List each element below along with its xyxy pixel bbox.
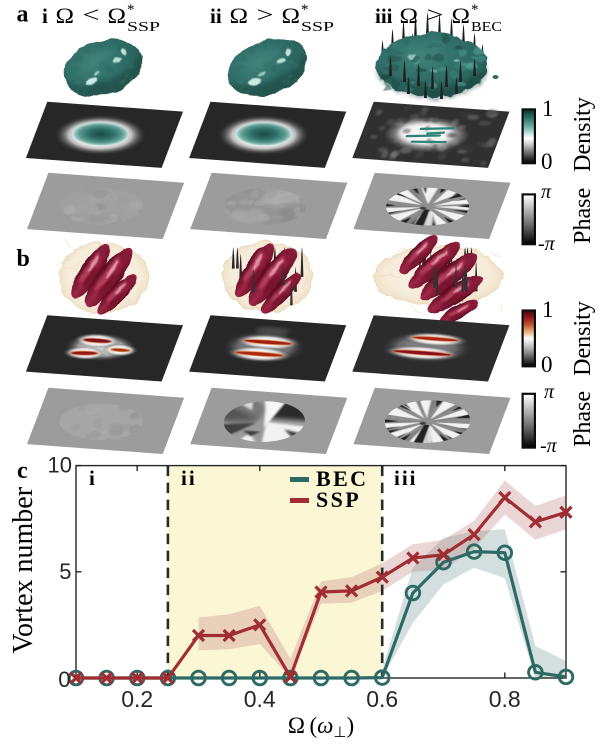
svg-text:Phase: Phase	[570, 391, 596, 447]
svg-text:i: i	[89, 466, 95, 490]
svg-text:Ω: Ω	[400, 3, 419, 28]
svg-text:Density: Density	[570, 97, 596, 172]
svg-text:Ω: Ω	[452, 3, 471, 28]
svg-text:0.2: 0.2	[121, 686, 153, 712]
svg-text:-π: -π	[540, 435, 558, 457]
svg-text:*: *	[301, 2, 309, 18]
svg-text:Ω: Ω	[282, 3, 301, 28]
svg-text:>: >	[427, 2, 444, 27]
svg-text:π: π	[541, 181, 552, 203]
svg-text:0: 0	[541, 352, 553, 377]
svg-text:ii: ii	[181, 466, 197, 490]
svg-text:SSP: SSP	[127, 20, 160, 35]
svg-text:Ω: Ω	[56, 3, 75, 28]
svg-text:BEC: BEC	[471, 20, 502, 35]
svg-text:Vortex number: Vortex number	[8, 486, 39, 653]
svg-text:a: a	[17, 2, 29, 28]
svg-text:c: c	[17, 458, 28, 484]
svg-text:0.8: 0.8	[489, 686, 521, 712]
svg-text:ii: ii	[210, 4, 222, 28]
svg-text:0: 0	[58, 667, 70, 692]
svg-text:SSP: SSP	[316, 487, 361, 512]
svg-text:10: 10	[48, 453, 72, 478]
svg-text:>: >	[257, 2, 274, 27]
svg-text:Ω: Ω	[108, 3, 127, 28]
svg-text:5: 5	[59, 559, 71, 584]
svg-text:0: 0	[541, 149, 553, 174]
svg-text:iii: iii	[375, 4, 393, 28]
svg-text:*: *	[471, 2, 479, 18]
svg-text:1: 1	[542, 96, 554, 121]
svg-text:Phase: Phase	[570, 188, 596, 244]
svg-text:i: i	[42, 4, 48, 28]
svg-text:BEC: BEC	[316, 466, 368, 491]
svg-text:iii: iii	[394, 466, 418, 490]
svg-text:0.4: 0.4	[244, 686, 276, 712]
svg-text:Density: Density	[570, 301, 596, 376]
svg-text:-π: -π	[538, 233, 556, 255]
svg-text:SSP: SSP	[301, 20, 334, 35]
svg-text:1: 1	[542, 297, 554, 322]
svg-text:*: *	[127, 2, 135, 18]
svg-text:0.6: 0.6	[366, 686, 398, 712]
svg-text:π: π	[544, 381, 555, 403]
svg-text:Ω: Ω	[230, 3, 249, 28]
svg-text:<: <	[83, 2, 100, 27]
svg-text:b: b	[17, 246, 30, 272]
